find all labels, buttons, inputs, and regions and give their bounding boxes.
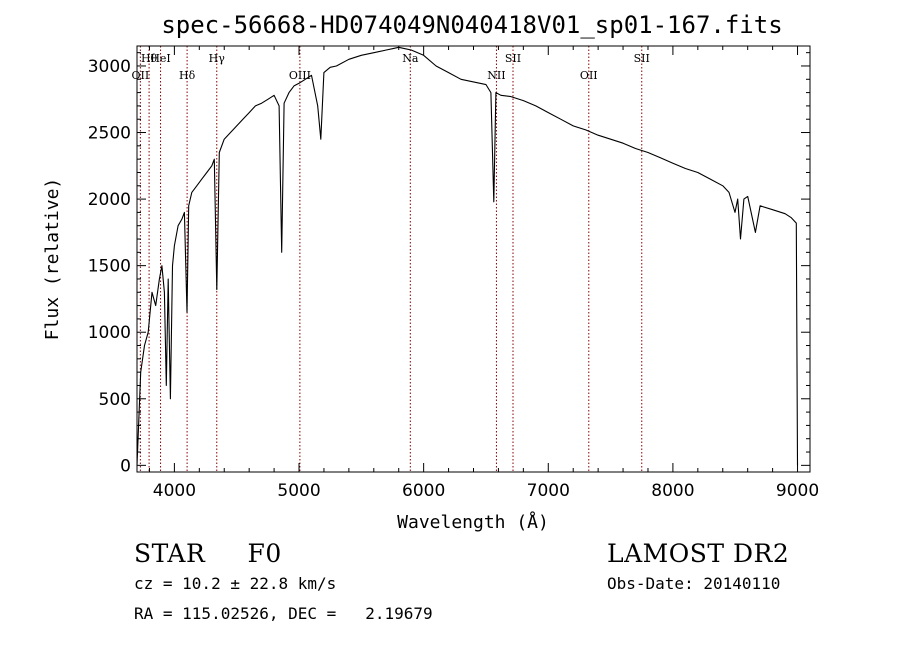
object-class-label: STAR F0 [134,539,282,568]
obs-date-label: Obs-Date: 20140110 [607,574,781,593]
line-marker-label-0: Hθ [141,52,158,65]
line-marker-label-3: Hδ [179,69,196,82]
line-marker-label-2: HeI [150,52,170,65]
x-tick-label: 4000 [153,481,196,501]
plot-frame [136,45,811,473]
y-tick-label: 1500 [88,257,131,277]
line-marker-label-6: Na [402,52,419,65]
line-marker-label-10: SII [634,52,650,65]
axis-ticks: 4000 5000 6000 7000 8000 9000 0 500 1000 1500 2000… [88,46,819,501]
y-tick-label: 3000 [88,57,131,77]
y-tick-label: 0 [120,456,131,476]
line-marker-label-7: NII [487,69,505,82]
line-marker-label-4: Hγ [209,52,226,65]
line-marker-label-5: OIII [289,69,311,82]
redshift-label: cz = 10.2 ± 22.8 km/s [134,574,337,593]
line-marker-label-8: SII [505,52,521,65]
x-tick-label: 9000 [776,481,819,501]
y-tick-label: 2000 [88,190,131,210]
spectrum-line [136,46,799,466]
coordinates-label: RA = 115.02526, DEC = 2.19679 [134,604,433,623]
y-tick-label: 1000 [88,323,131,343]
x-tick-label: 5000 [277,481,320,501]
chart-title: spec-56668-HD074049N040418V01_sp01-167.f… [161,11,782,39]
y-tick-label: 500 [99,390,131,410]
x-tick-label: 8000 [651,481,694,501]
y-tick-label: 2500 [88,124,131,144]
x-tick-label: 6000 [402,481,445,501]
line-marker-label-1: OII [132,69,150,82]
y-axis-label: Flux (relative) [42,178,63,341]
x-axis-label: Wavelength (Å) [397,511,549,533]
survey-label: LAMOST DR2 [607,539,790,568]
x-tick-label: 7000 [527,481,570,501]
line-marker-label-9: OII [580,69,598,82]
